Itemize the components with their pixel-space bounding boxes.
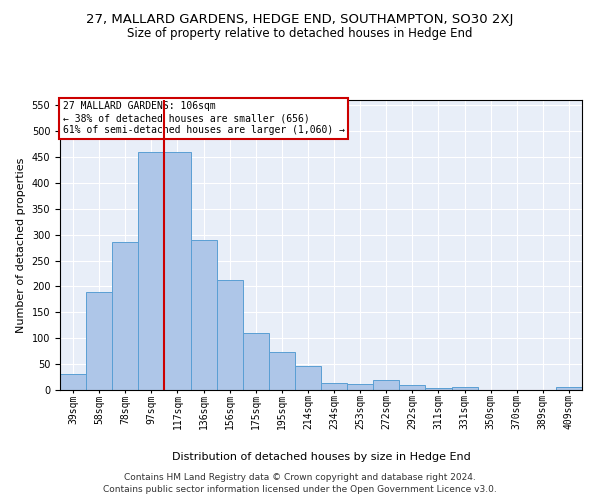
Y-axis label: Number of detached properties: Number of detached properties (16, 158, 26, 332)
Bar (321, 384, 347, 390)
Bar (295, 366, 321, 390)
Bar (112, 242, 139, 390)
Bar (347, 384, 373, 390)
Bar (86, 292, 112, 390)
Bar (425, 388, 452, 390)
Bar (139, 152, 164, 390)
Text: 27 MALLARD GARDENS: 106sqm
← 38% of detached houses are smaller (656)
61% of sem: 27 MALLARD GARDENS: 106sqm ← 38% of deta… (62, 102, 344, 134)
Bar (556, 388, 582, 390)
Bar (191, 240, 217, 390)
Bar (269, 352, 295, 390)
Bar (373, 380, 400, 390)
Bar (242, 333, 269, 390)
Bar (164, 152, 191, 390)
Bar (400, 386, 425, 390)
Bar (60, 374, 86, 390)
Text: Contains HM Land Registry data © Crown copyright and database right 2024.
Contai: Contains HM Land Registry data © Crown c… (103, 472, 497, 494)
Text: Size of property relative to detached houses in Hedge End: Size of property relative to detached ho… (127, 28, 473, 40)
Bar (452, 388, 478, 390)
Bar (217, 280, 243, 390)
Text: Distribution of detached houses by size in Hedge End: Distribution of detached houses by size … (172, 452, 470, 462)
Text: 27, MALLARD GARDENS, HEDGE END, SOUTHAMPTON, SO30 2XJ: 27, MALLARD GARDENS, HEDGE END, SOUTHAMP… (86, 12, 514, 26)
